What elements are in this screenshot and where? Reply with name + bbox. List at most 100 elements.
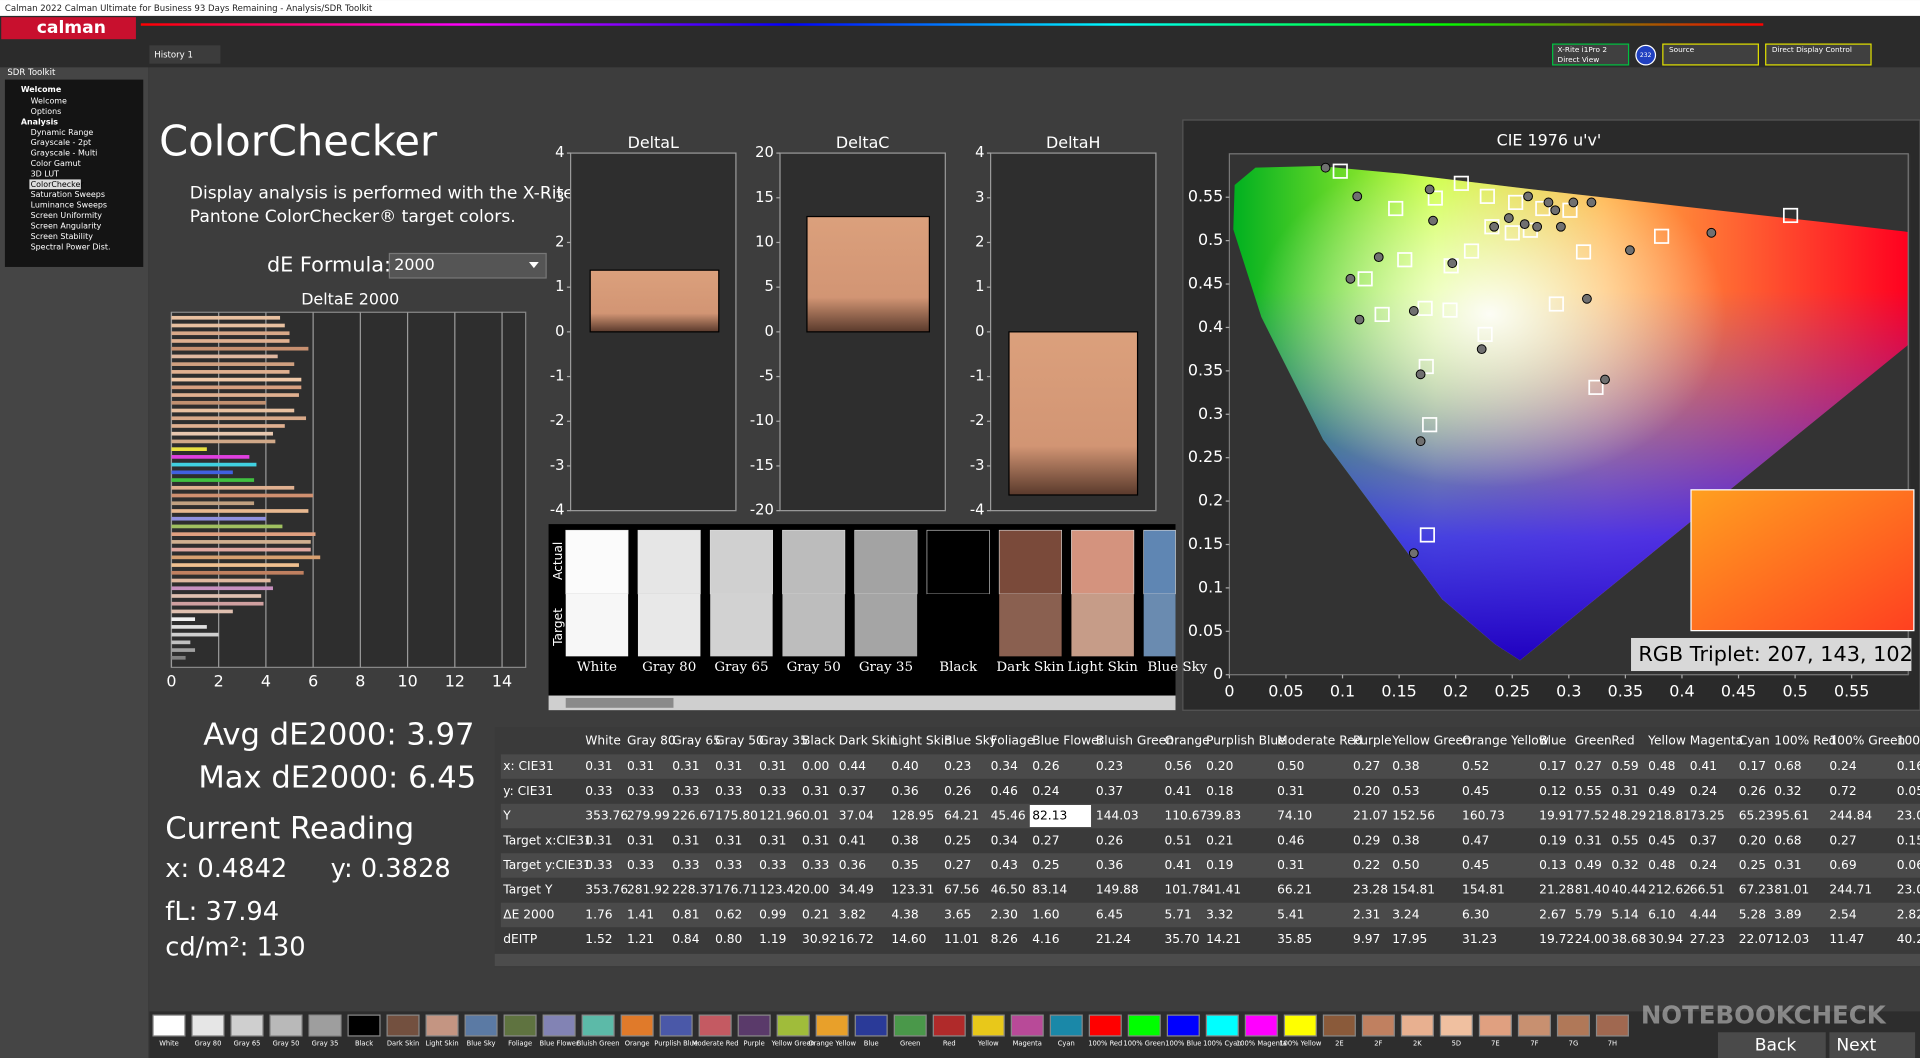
- swatch-scroll-thumb[interactable]: [565, 697, 674, 708]
- swatch-button[interactable]: [1322, 1014, 1356, 1037]
- table-cell: 0.26: [1096, 833, 1123, 847]
- swatch-button[interactable]: [815, 1014, 849, 1037]
- swatch-button-label: 100% Blue: [1165, 1039, 1201, 1047]
- bar: [171, 516, 266, 521]
- swatch-button[interactable]: [1361, 1014, 1395, 1037]
- table-cell: 0.72: [1829, 784, 1856, 798]
- table-cell: 22.07: [1739, 932, 1774, 946]
- swatch-button[interactable]: [464, 1014, 498, 1037]
- table-cell: 45.46: [991, 809, 1026, 823]
- measured-marker: [1600, 374, 1610, 385]
- history-tab[interactable]: [149, 45, 221, 64]
- swatch-button[interactable]: [1049, 1014, 1083, 1037]
- swatch-button[interactable]: [386, 1014, 420, 1037]
- table-cell: 0.32: [1774, 784, 1801, 798]
- table-cell: 0.20: [1739, 833, 1766, 847]
- rainbow-line: [140, 23, 1764, 26]
- table-cell: 0.27: [944, 858, 971, 872]
- target-marker: [1442, 302, 1458, 318]
- swatch-target: [1071, 593, 1134, 657]
- bar: [171, 447, 207, 451]
- swatch-button[interactable]: [971, 1014, 1005, 1037]
- table-cell: 281.92: [627, 883, 670, 897]
- meter-box[interactable]: [1552, 43, 1630, 66]
- swatch-button[interactable]: [191, 1014, 225, 1037]
- swatch-button[interactable]: [698, 1014, 732, 1037]
- swatch-button[interactable]: [1478, 1014, 1512, 1037]
- swatch-button-label: 100% Yellow: [1279, 1039, 1322, 1047]
- bar: [171, 331, 290, 336]
- table-header: Yellow: [1647, 733, 1686, 747]
- swatch-button[interactable]: [1166, 1014, 1200, 1037]
- table-cell: 154.81: [1462, 883, 1505, 897]
- table-header: Gray 50: [715, 733, 764, 747]
- table-cell: 39.83: [1206, 809, 1241, 823]
- x-tick-label: 6: [308, 672, 318, 691]
- swatch-button[interactable]: [659, 1014, 693, 1037]
- target-marker: [1508, 194, 1524, 211]
- swatch-button[interactable]: [269, 1014, 303, 1037]
- swatch-button[interactable]: [230, 1014, 264, 1037]
- swatch-scrollbar[interactable]: [548, 695, 1176, 711]
- swatch-button[interactable]: [542, 1014, 576, 1037]
- y-tick-label: 4: [975, 144, 984, 161]
- swatch-button[interactable]: [932, 1014, 966, 1037]
- swatch-button[interactable]: [347, 1014, 381, 1037]
- bar: [171, 578, 271, 583]
- swatch-button[interactable]: [1088, 1014, 1122, 1037]
- bar: [171, 609, 233, 614]
- table-cell: 0.32: [1611, 858, 1638, 872]
- swatch-button[interactable]: [308, 1014, 342, 1037]
- swatch-button[interactable]: [581, 1014, 615, 1037]
- table-cell: 0.33: [627, 784, 654, 798]
- swatch-button[interactable]: [1439, 1014, 1473, 1037]
- back-button[interactable]: [1717, 1032, 1826, 1058]
- swatch-button[interactable]: [620, 1014, 654, 1037]
- swatch-button[interactable]: [1127, 1014, 1161, 1037]
- table-scrollbar[interactable]: [494, 953, 1920, 967]
- table-cell: 0.00: [802, 759, 829, 773]
- swatch-button-label: 2F: [1374, 1039, 1382, 1047]
- source-box[interactable]: [1662, 43, 1759, 66]
- sidebar-item: Analysis: [21, 117, 58, 126]
- table-cell: 14.21: [1206, 932, 1241, 946]
- table-cell: 12.03: [1774, 932, 1809, 946]
- swatch-button[interactable]: [1205, 1014, 1239, 1037]
- table-cell: 212.62: [1648, 883, 1691, 897]
- swatch-button[interactable]: [1517, 1014, 1551, 1037]
- swatch-button[interactable]: [893, 1014, 927, 1037]
- measured-marker: [1354, 314, 1365, 325]
- table-cell: 0.44: [839, 759, 866, 773]
- swatch-button[interactable]: [1556, 1014, 1590, 1037]
- x-tick-label: 12: [445, 672, 465, 691]
- display-control-box[interactable]: [1765, 43, 1872, 66]
- bar: [171, 470, 233, 475]
- target-marker: [1422, 417, 1438, 433]
- chart-title: DeltaH: [1046, 133, 1100, 152]
- measured-marker: [1625, 245, 1635, 256]
- swatch-button[interactable]: [1595, 1014, 1629, 1037]
- bar: [171, 478, 255, 482]
- table-cell: 128.95: [891, 809, 934, 823]
- table-cell: 8.26: [991, 932, 1018, 946]
- bar: [171, 416, 307, 421]
- table-cell: 0.26: [1739, 784, 1766, 798]
- swatch-button[interactable]: [503, 1014, 537, 1037]
- swatch-button[interactable]: [152, 1014, 186, 1037]
- locus-white: [1233, 165, 1909, 661]
- swatch-button[interactable]: [776, 1014, 810, 1037]
- swatch-button[interactable]: [1010, 1014, 1044, 1037]
- swatch-button[interactable]: [1400, 1014, 1434, 1037]
- swatch-button[interactable]: [425, 1014, 459, 1037]
- logo-box[interactable]: [1, 17, 136, 40]
- formula-dropdown[interactable]: [388, 252, 547, 279]
- target-marker: [1374, 306, 1390, 323]
- swatch-button-label: 5D: [1452, 1039, 1461, 1047]
- y-tick-label: 0.25: [1188, 447, 1223, 466]
- swatch-button[interactable]: [1283, 1014, 1317, 1037]
- swatch-button[interactable]: [854, 1014, 888, 1037]
- table-cell: 0.53: [1392, 784, 1419, 798]
- next-button[interactable]: [1829, 1032, 1916, 1058]
- swatch-button[interactable]: [737, 1014, 771, 1037]
- swatch-button[interactable]: [1244, 1014, 1278, 1037]
